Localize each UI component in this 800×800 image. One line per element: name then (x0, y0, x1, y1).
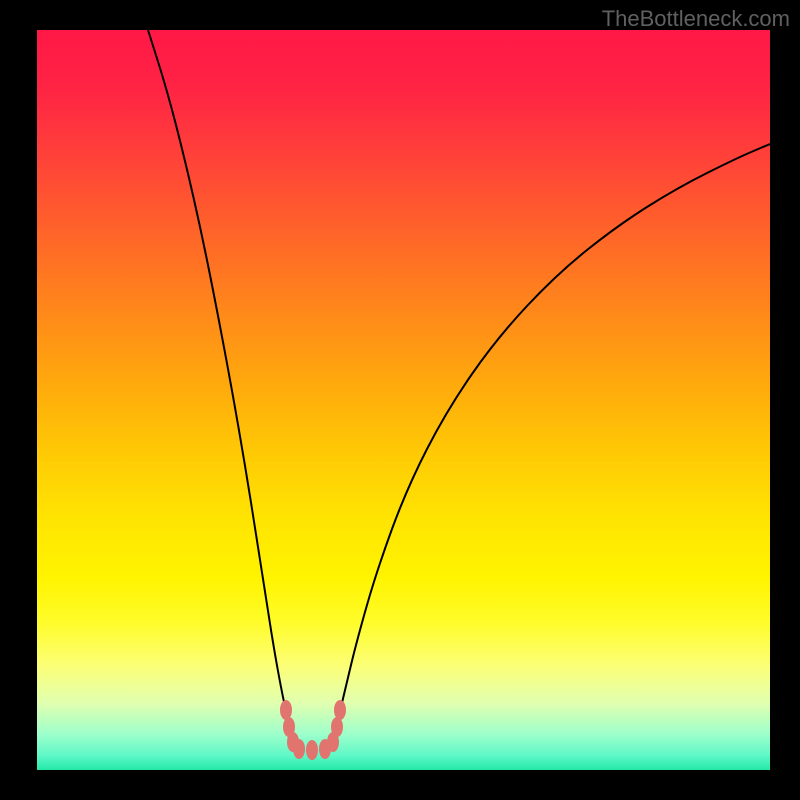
watermark-text: TheBottleneck.com (602, 6, 790, 32)
chart-background (37, 30, 770, 770)
marker-point (335, 701, 346, 720)
marker-point (307, 741, 318, 760)
chart-svg (37, 30, 770, 770)
marker-point (332, 718, 343, 737)
marker-point (294, 740, 305, 759)
bottleneck-chart (37, 30, 770, 770)
marker-point (281, 701, 292, 720)
